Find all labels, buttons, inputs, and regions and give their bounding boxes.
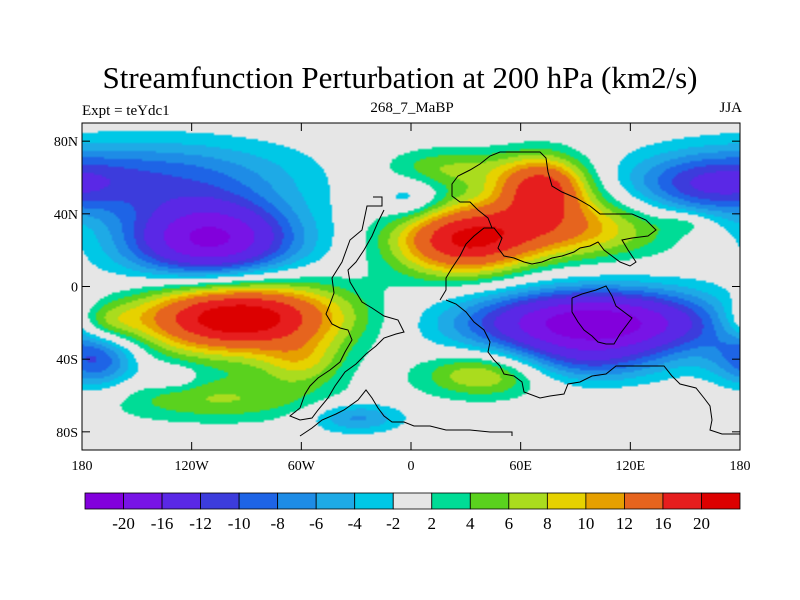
run-label: 268_7_MaBP xyxy=(370,100,454,116)
americas-outline xyxy=(289,196,405,421)
chart-title: Streamfunction Perturbation at 200 hPa (… xyxy=(102,60,698,95)
colorbar-label-9: 4 xyxy=(466,514,475,533)
colorbar-label-10: 6 xyxy=(505,514,514,533)
colorbar-swatch-13 xyxy=(585,492,625,510)
colorbar-swatch-6 xyxy=(315,492,356,510)
colorbar-swatch-1 xyxy=(123,492,163,510)
streamfunction-field xyxy=(82,123,740,450)
colorbar-swatch-9 xyxy=(431,492,471,510)
colorbar-label-3: -10 xyxy=(228,514,251,533)
colorbar-swatch-3 xyxy=(200,492,240,510)
colorbar-label-0: -20 xyxy=(112,514,135,533)
colorbar-label-7: -2 xyxy=(386,514,400,533)
colorbar-label-4: -8 xyxy=(271,514,285,533)
colorbar-label-5: -6 xyxy=(309,514,323,533)
season-label: JJA xyxy=(719,100,742,116)
colorbar-swatch-14 xyxy=(624,492,664,510)
x-tick-label-1: 120W xyxy=(175,459,210,474)
plot-area xyxy=(81,122,741,451)
y-tick-label-1: 40N xyxy=(54,208,78,223)
colorbar-label-11: 8 xyxy=(543,514,552,533)
experiment-label: Expt = teYdc1 xyxy=(82,103,170,119)
colorbar-label-2: -12 xyxy=(189,514,212,533)
y-tick-label-2: 0 xyxy=(71,281,78,296)
colorbar-label-14: 16 xyxy=(654,514,671,533)
colorbar-swatch-15 xyxy=(662,492,702,510)
colorbar-swatch-12 xyxy=(546,492,587,510)
axis-ticks: 180 120W 60W 0 60E 120E 180 80N 40N 0 40S 80S xyxy=(54,123,751,474)
antarctic-peninsula-outline xyxy=(299,389,513,437)
colorbar-swatch-11 xyxy=(508,492,548,510)
colorbar-swatch-4 xyxy=(238,492,279,510)
x-tick-label-0: 180 xyxy=(72,459,93,474)
x-tick-label-5: 120E xyxy=(616,459,646,474)
x-tick-label-2: 60W xyxy=(288,459,316,474)
colorbar-swatch-0 xyxy=(84,492,124,510)
colorbar-swatch-7 xyxy=(354,492,394,510)
indian-region-outline xyxy=(571,285,633,345)
eurasia-outline xyxy=(439,151,657,301)
colorbar: -20 -16 -12 -10 -8 -6 -4 -2 2 4 6 8 10 12 16 20 xyxy=(84,492,741,533)
y-tick-label-0: 80N xyxy=(54,135,78,150)
colorbar-label-13: 12 xyxy=(616,514,633,533)
y-tick-label-4: 80S xyxy=(56,426,78,441)
y-tick-label-3: 40S xyxy=(56,353,78,368)
continent-outlines xyxy=(289,151,740,437)
colorbar-label-8: 2 xyxy=(428,514,437,533)
colorbar-swatch-2 xyxy=(161,492,201,510)
colorbar-label-6: -4 xyxy=(348,514,363,533)
x-tick-label-3: 0 xyxy=(408,459,415,474)
x-tick-label-4: 60E xyxy=(509,459,532,474)
colorbar-label-15: 20 xyxy=(693,514,710,533)
colorbar-label-12: 10 xyxy=(577,514,594,533)
colorbar-swatch-8 xyxy=(392,492,433,510)
colorbar-swatch-10 xyxy=(469,492,510,510)
colorbar-swatch-16 xyxy=(701,492,741,510)
x-tick-label-6: 180 xyxy=(730,459,751,474)
africa-outline xyxy=(445,299,740,435)
colorbar-label-1: -16 xyxy=(151,514,174,533)
colorbar-swatch-5 xyxy=(277,492,317,510)
